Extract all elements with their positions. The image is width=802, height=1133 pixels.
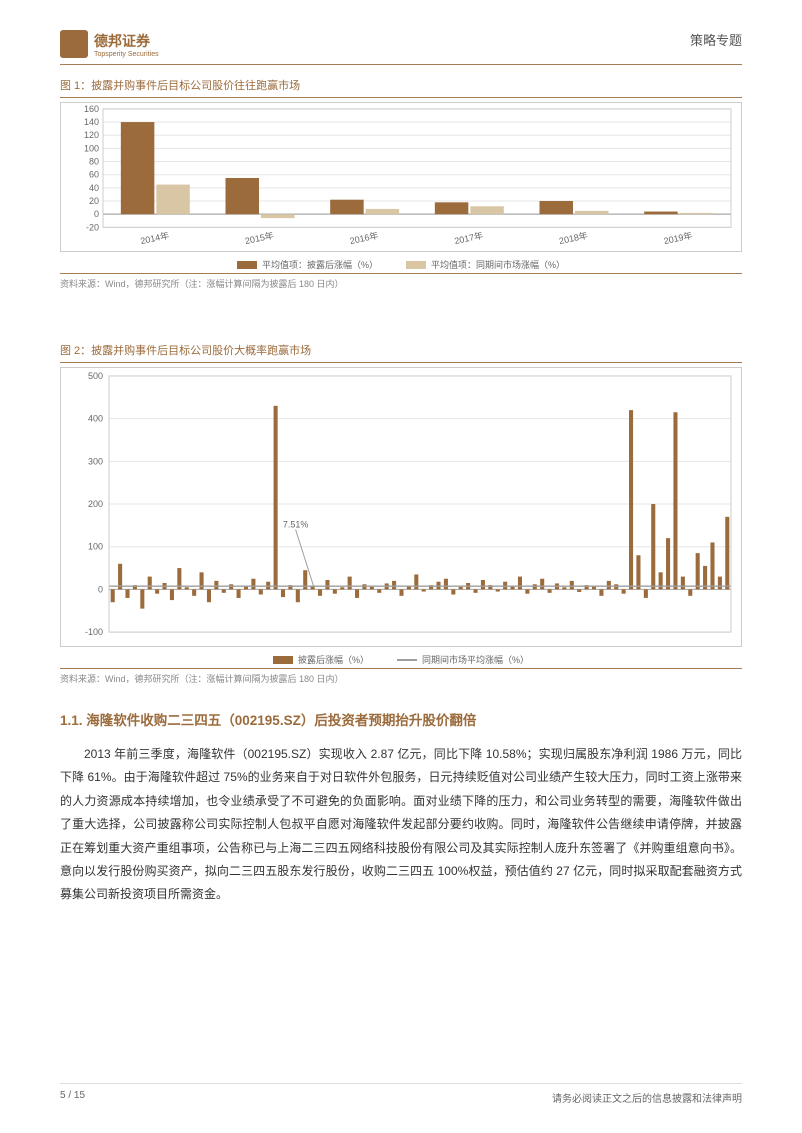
legend-item: 同期间市场平均涨幅（%） xyxy=(397,653,529,666)
svg-text:20: 20 xyxy=(89,196,99,206)
disclaimer: 请务必阅读正文之后的信息披露和法律声明 xyxy=(552,1090,742,1105)
svg-text:-20: -20 xyxy=(86,222,99,232)
figure1-source: 资料来源：Wind，德邦研究所（注：涨幅计算间隔为披露后 180 日内） xyxy=(60,273,742,290)
svg-text:2019年: 2019年 xyxy=(663,229,694,246)
svg-text:300: 300 xyxy=(88,456,103,466)
svg-text:2015年: 2015年 xyxy=(244,229,275,246)
svg-text:7.51%: 7.51% xyxy=(283,520,309,530)
figure2-chart: -100 0 100 200 300 400 500 7.51% xyxy=(60,367,742,647)
document-type: 策略专题 xyxy=(690,30,742,49)
logo: 德邦证券 Topsperity Securities xyxy=(60,30,159,58)
figure1-chart: -20 0 20 40 60 80 100 120 140 160 2014年 2015年 2016年 2… xyxy=(60,102,742,252)
svg-text:2016年: 2016年 xyxy=(349,229,380,246)
company-name: 德邦证券 xyxy=(94,31,159,51)
legend-line-icon xyxy=(397,659,417,661)
svg-text:120: 120 xyxy=(84,130,99,140)
svg-text:200: 200 xyxy=(88,499,103,509)
company-name-en: Topsperity Securities xyxy=(94,51,159,58)
company-logo-icon xyxy=(60,30,88,58)
svg-text:-100: -100 xyxy=(85,627,103,637)
section-heading: 1.1. 海隆软件收购二三四五（002195.SZ）后投资者预期抬升股价翻倍 xyxy=(60,709,742,729)
legend-item: 平均值项：披露后涨幅（%） xyxy=(237,258,378,271)
svg-text:160: 160 xyxy=(84,104,99,114)
svg-text:100: 100 xyxy=(84,143,99,153)
legend-swatch-icon xyxy=(406,261,426,269)
legend-item: 披露后涨幅（%） xyxy=(273,653,369,666)
svg-text:140: 140 xyxy=(84,117,99,127)
svg-text:100: 100 xyxy=(88,542,103,552)
section-body: 2013 年前三季度，海隆软件（002195.SZ）实现收入 2.87 亿元，同… xyxy=(60,743,742,907)
figure2-legend: 披露后涨幅（%） 同期间市场平均涨幅（%） xyxy=(60,649,742,668)
page-footer: 5 / 15 请务必阅读正文之后的信息披露和法律声明 xyxy=(60,1083,742,1105)
legend-item: 平均值项：同期间市场涨幅（%） xyxy=(406,258,565,271)
svg-text:40: 40 xyxy=(89,183,99,193)
legend-swatch-icon xyxy=(273,656,293,664)
svg-text:400: 400 xyxy=(88,414,103,424)
figure1-legend: 平均值项：披露后涨幅（%） 平均值项：同期间市场涨幅（%） xyxy=(60,254,742,273)
figure1-title: 图 1：披露并购事件后目标公司股价往往跑赢市场 xyxy=(60,77,742,98)
legend-label: 同期间市场平均涨幅（%） xyxy=(422,653,529,666)
svg-text:2018年: 2018年 xyxy=(558,229,589,246)
svg-text:60: 60 xyxy=(89,170,99,180)
page-number: 5 / 15 xyxy=(60,1090,85,1105)
svg-text:80: 80 xyxy=(89,157,99,167)
svg-text:500: 500 xyxy=(88,371,103,381)
legend-label: 披露后涨幅（%） xyxy=(298,653,369,666)
figure2-source: 资料来源：Wind，德邦研究所（注：涨幅计算间隔为披露后 180 日内） xyxy=(60,668,742,685)
legend-label: 平均值项：同期间市场涨幅（%） xyxy=(431,258,565,271)
svg-text:2017年: 2017年 xyxy=(453,229,484,246)
page-header: 德邦证券 Topsperity Securities 策略专题 xyxy=(60,30,742,65)
svg-text:0: 0 xyxy=(98,584,103,594)
legend-label: 平均值项：披露后涨幅（%） xyxy=(262,258,378,271)
figure2-title: 图 2：披露并购事件后目标公司股价大概率跑赢市场 xyxy=(60,342,742,363)
svg-text:2014年: 2014年 xyxy=(139,229,170,246)
legend-swatch-icon xyxy=(237,261,257,269)
svg-text:0: 0 xyxy=(94,209,99,219)
